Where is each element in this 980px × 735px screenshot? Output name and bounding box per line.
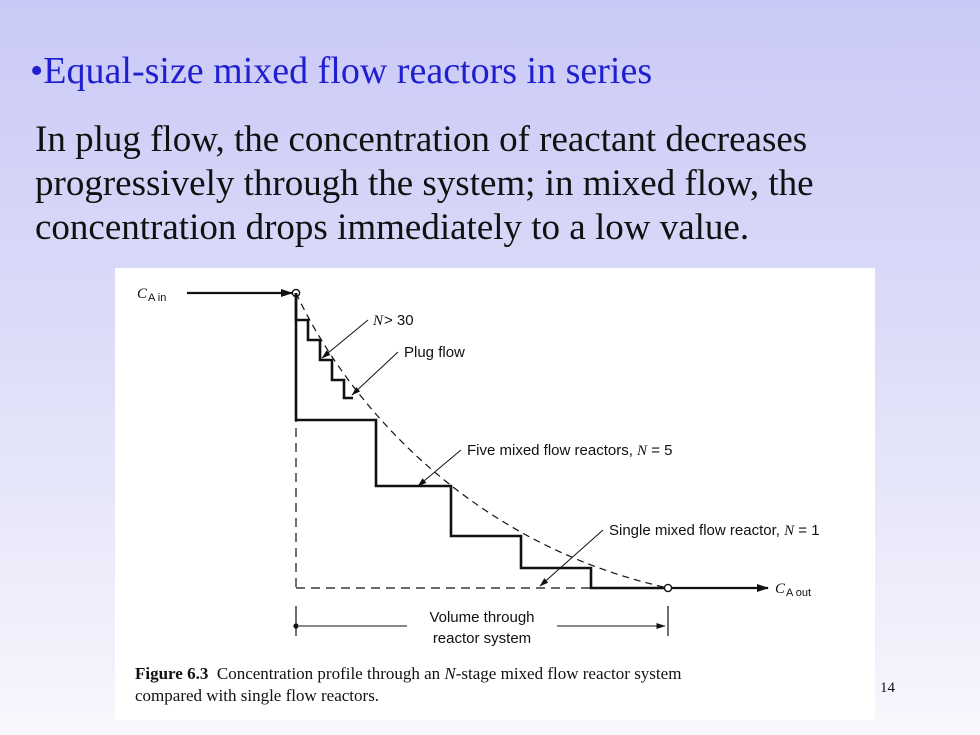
axis-label-line-2: reactor system — [433, 630, 531, 647]
leader-single-reactor — [539, 529, 604, 587]
slide-number: 14 — [880, 680, 895, 696]
body-paragraph: In plug flow, the concentration of react… — [35, 118, 975, 250]
paragraph-line-1: In plug flow, the concentration of react… — [35, 119, 808, 160]
caption-line-1: Figure 6.3 Concentration profile through… — [135, 663, 875, 685]
label-n30-text: > 30 — [384, 312, 414, 329]
figure-caption: Figure 6.3 Concentration profile through… — [135, 663, 875, 707]
inlet-concentration-symbol: C — [137, 286, 148, 302]
label-plug-flow: Plug flow — [404, 344, 465, 361]
axis-label-line-1: Volume through — [429, 609, 534, 626]
outlet-concentration-subscript: A out — [786, 587, 811, 599]
label-single-reactor: Single mixed flow reactor, N = 1 — [609, 522, 820, 539]
concentration-profile-diagram: C A in C A out N > 30 Plug flow Five mix… — [137, 286, 820, 650]
bullet-heading: •Equal-size mixed flow reactors in serie… — [30, 50, 653, 92]
label-five-value: = 5 — [647, 442, 672, 459]
label-five-variable: N — [636, 443, 648, 459]
paragraph-line-2: progressively through the system; in mix… — [35, 163, 814, 204]
label-five-reactors: Five mixed flow reactors, N = 5 — [467, 442, 673, 459]
label-five-text: Five mixed flow reactors, — [467, 442, 637, 459]
label-single-text: Single mixed flow reactor, — [609, 522, 784, 539]
axis-origin-dot — [293, 623, 299, 629]
label-n30-variable: N — [372, 313, 384, 329]
paragraph-line-3: concentration drops immediately to a low… — [35, 207, 750, 248]
figure-panel: C A in C A out N > 30 Plug flow Five mix… — [115, 268, 875, 720]
caption-line-2: compared with single flow reactors. — [135, 686, 380, 705]
leader-five-reactors — [417, 449, 462, 487]
caption-text-rest: -stage mixed flow reactor system — [455, 664, 682, 683]
caption-variable: N — [444, 664, 456, 683]
caption-text-start: Concentration profile through an — [208, 664, 445, 683]
label-single-variable: N — [783, 523, 795, 539]
label-single-value: = 1 — [794, 522, 819, 539]
caption-figure-number: Figure 6.3 — [135, 664, 209, 683]
plug-flow-curve — [295, 292, 669, 589]
leader-n30 — [321, 319, 369, 359]
five-reactor-staircase — [294, 293, 668, 590]
axis-label-background — [407, 604, 557, 650]
outlet-point — [663, 583, 673, 593]
leader-plug-flow — [351, 351, 399, 396]
n30-staircase — [294, 293, 353, 400]
outlet-concentration-symbol: C — [775, 581, 786, 597]
inlet-concentration-subscript: A in — [148, 292, 166, 304]
